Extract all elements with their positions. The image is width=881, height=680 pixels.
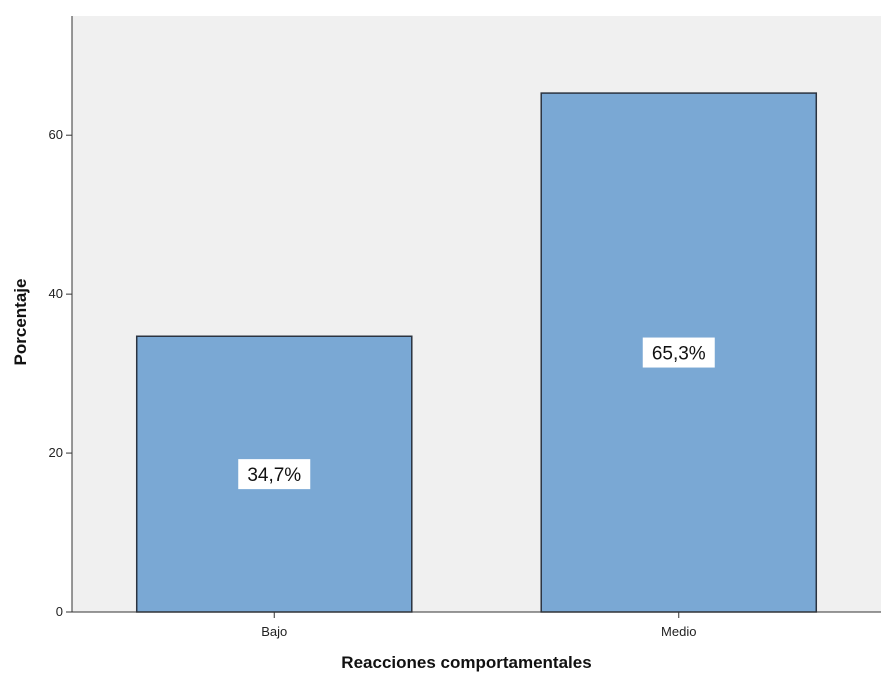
y-tick-label: 40 [49, 286, 63, 301]
x-axis-ticks: Bajo Medio [261, 612, 696, 639]
x-tick-label: Medio [661, 624, 696, 639]
x-tick-label: Bajo [261, 624, 287, 639]
data-label-box [642, 337, 715, 368]
data-label: 65,3% [652, 344, 706, 365]
data-label-box [238, 459, 311, 490]
x-axis-title: Reacciones comportamentales [341, 653, 591, 672]
bars-group: 34,7% 65,3% [135, 92, 818, 613]
y-axis-ticks: 0 20 40 60 [49, 127, 72, 619]
y-tick-label: 0 [56, 604, 63, 619]
data-label: 34,7% [247, 465, 301, 486]
y-axis-title: Porcentaje [11, 279, 30, 366]
y-tick-label: 60 [49, 127, 63, 142]
y-tick-label: 20 [49, 445, 63, 460]
